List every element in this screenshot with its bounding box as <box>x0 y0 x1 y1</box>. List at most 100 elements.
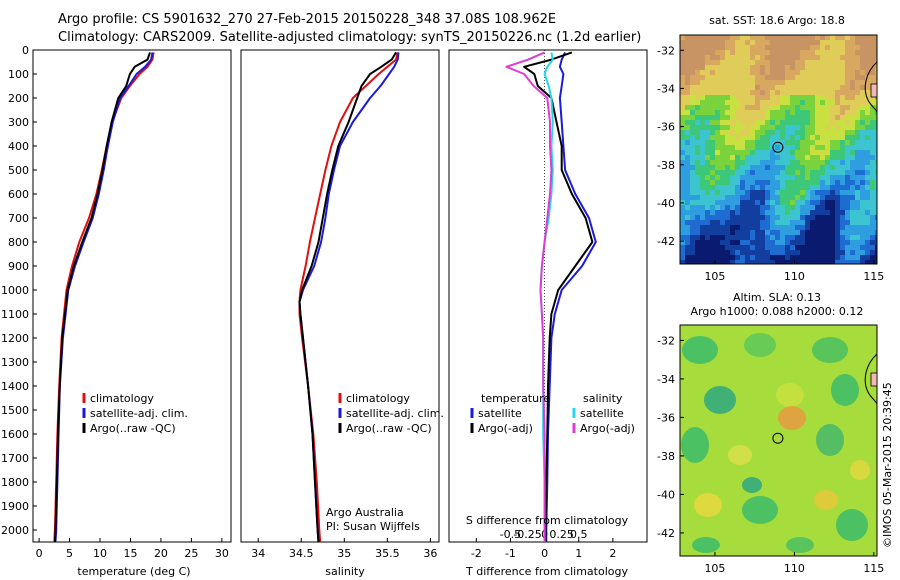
sst-cell <box>710 140 715 145</box>
sst-cell <box>850 65 855 70</box>
sst-cell <box>825 60 830 65</box>
sst-cell <box>855 85 860 90</box>
sst-cell <box>730 65 735 70</box>
sst-cell <box>745 130 750 135</box>
sst-cell <box>775 70 780 75</box>
sst-cell <box>865 150 870 155</box>
sst-cell <box>700 125 705 130</box>
sst-cell <box>790 155 795 160</box>
sst-cell <box>795 125 800 130</box>
sst-cell <box>680 50 685 55</box>
sst-cell <box>840 150 845 155</box>
sst-cell <box>815 110 820 115</box>
sst-cell <box>785 55 790 60</box>
sst-cell <box>810 245 815 250</box>
sst-cell <box>790 180 795 185</box>
sst-cell <box>815 50 820 55</box>
sst-cell <box>845 95 850 100</box>
sst-cell <box>865 155 870 160</box>
sst-cell <box>780 240 785 245</box>
sst-cell <box>770 170 775 175</box>
sst-cell <box>830 45 835 50</box>
sst-cell <box>745 100 750 105</box>
sst-cell <box>840 245 845 250</box>
sst-cell <box>815 120 820 125</box>
sst-cell <box>810 250 815 255</box>
sst-cell <box>780 185 785 190</box>
sst-cell <box>800 250 805 255</box>
sst-cell <box>835 170 840 175</box>
sst-cell <box>700 170 705 175</box>
sst-cell <box>745 65 750 70</box>
sst-cell <box>680 235 685 240</box>
sst-cell <box>715 255 720 260</box>
sst-cell <box>770 140 775 145</box>
sst-cell <box>720 260 725 264</box>
sst-cell <box>870 155 875 160</box>
sst-cell <box>715 220 720 225</box>
sst-cell <box>800 50 805 55</box>
sst-cell <box>870 170 875 175</box>
sst-cell <box>850 45 855 50</box>
sst-cell <box>850 80 855 85</box>
sst-cell <box>820 160 825 165</box>
sst-cell <box>795 100 800 105</box>
sst-argo-position-marker <box>772 141 784 153</box>
sst-cell <box>780 105 785 110</box>
sst-cell <box>700 200 705 205</box>
sst-cell <box>770 60 775 65</box>
sst-cell <box>855 240 860 245</box>
sst-cell <box>850 120 855 125</box>
difference-x-tick-label: 2 <box>609 547 616 560</box>
sst-cell <box>860 35 865 40</box>
sst-cell <box>845 65 850 70</box>
sst-cell <box>845 125 850 130</box>
sst-cell <box>785 225 790 230</box>
sst-cell <box>825 110 830 115</box>
sst-cell <box>800 165 805 170</box>
sst-cell <box>785 220 790 225</box>
sst-cell <box>715 95 720 100</box>
sst-cell <box>720 205 725 210</box>
sst-cell <box>805 45 810 50</box>
sst-cell <box>785 170 790 175</box>
sst-cell <box>690 75 695 80</box>
sst-cell <box>715 65 720 70</box>
sst-cell <box>830 165 835 170</box>
sst-cell <box>850 95 855 100</box>
sst-cell <box>795 175 800 180</box>
sst-cell <box>755 140 760 145</box>
sst-cell <box>800 35 805 40</box>
sst-cell <box>770 35 775 40</box>
sst-cell <box>750 145 755 150</box>
sst-cell <box>860 250 865 255</box>
temperature-legend-label: satellite-adj. clim. <box>90 407 188 420</box>
sst-cell <box>775 185 780 190</box>
sst-cell <box>680 75 685 80</box>
sst-cell <box>745 90 750 95</box>
sst-cell <box>860 145 865 150</box>
sst-cell <box>870 175 875 180</box>
sst-cell <box>690 80 695 85</box>
sst-cell <box>810 55 815 60</box>
sst-cell <box>725 250 730 255</box>
sst-map-frame <box>679 34 878 265</box>
sst-cell <box>710 170 715 175</box>
sst-cell <box>755 80 760 85</box>
sst-cell <box>705 105 710 110</box>
sst-cell <box>810 235 815 240</box>
sst-cell <box>755 50 760 55</box>
sst-cell <box>840 125 845 130</box>
sst-cell <box>690 50 695 55</box>
sst-cell <box>810 185 815 190</box>
sst-cell <box>745 240 750 245</box>
sst-cell <box>780 170 785 175</box>
sst-cell <box>835 85 840 90</box>
sst-cell <box>845 60 850 65</box>
sst-cell <box>840 60 845 65</box>
sst-cell <box>780 165 785 170</box>
sst-cell <box>820 185 825 190</box>
sst-cell <box>795 35 800 40</box>
sst-cell <box>850 130 855 135</box>
sst-cell <box>840 130 845 135</box>
